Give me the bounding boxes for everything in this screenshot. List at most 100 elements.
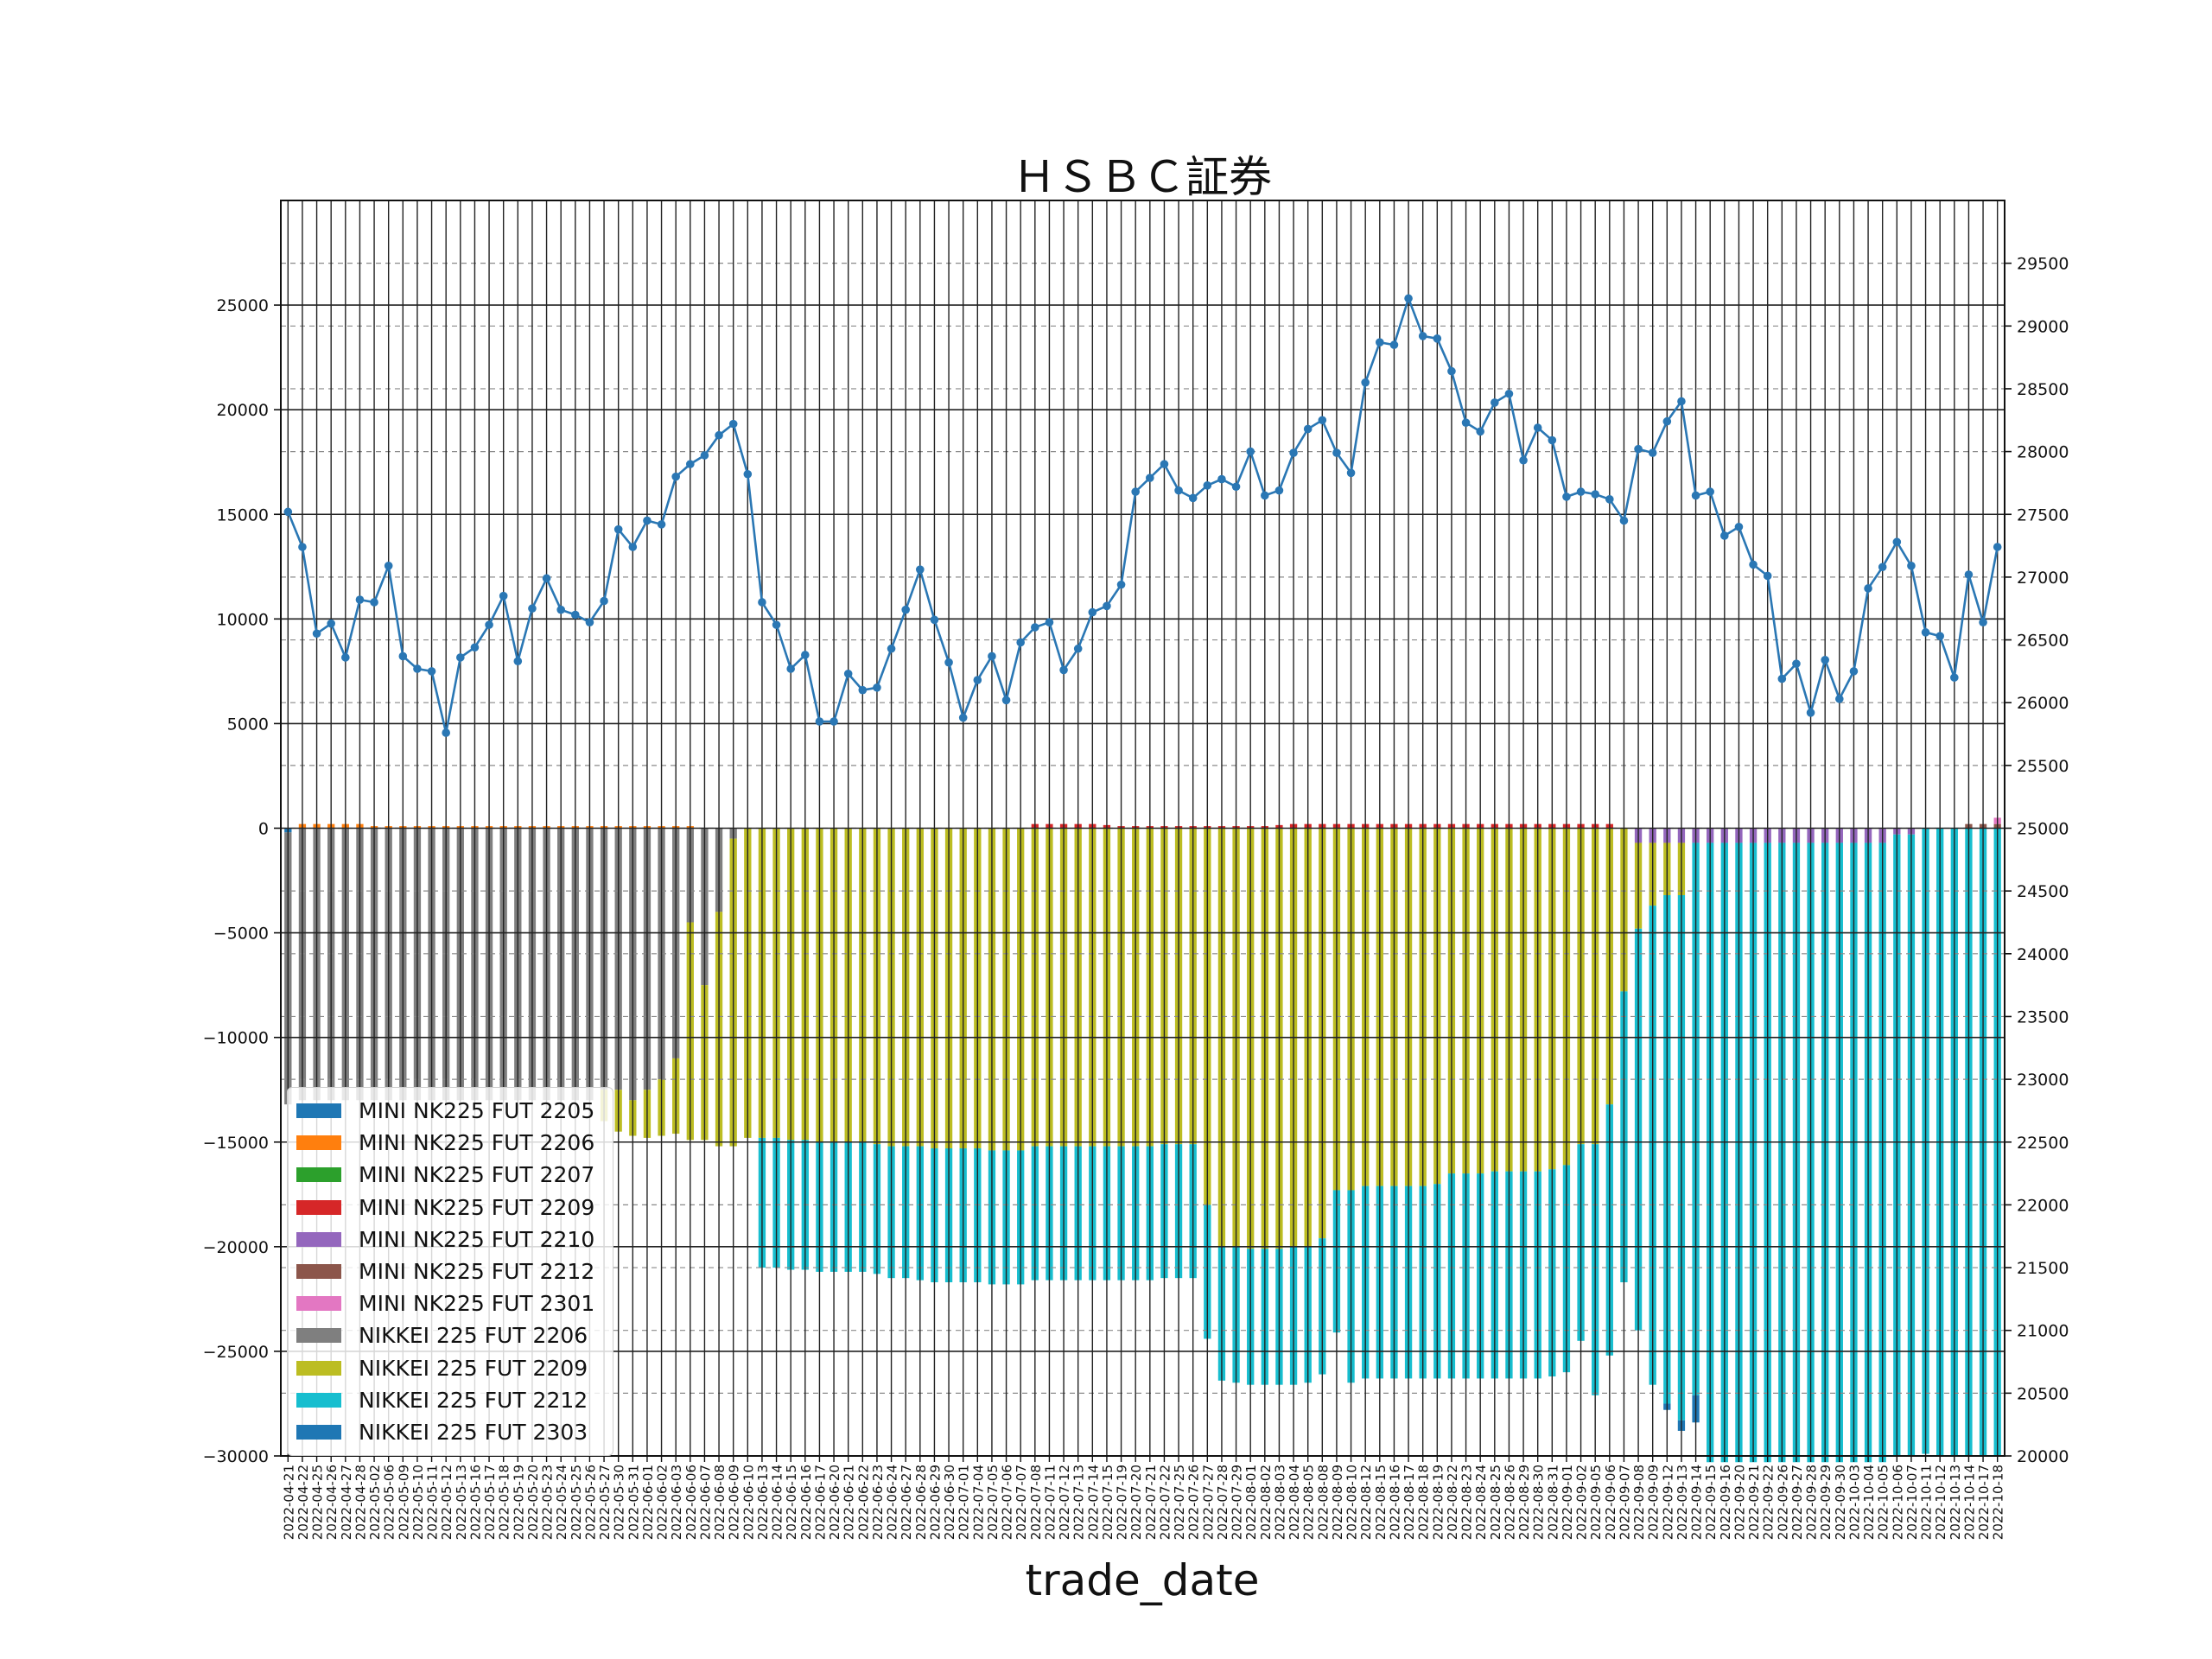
price-point-114 <box>1921 628 1930 637</box>
price-point-60 <box>1146 474 1154 482</box>
legend-label: MINI NK225 FUT 2209 <box>359 1194 595 1220</box>
price-point-13 <box>470 643 480 652</box>
x-tick-label-62: 2022-07-25 <box>1172 1465 1187 1540</box>
price-point-45 <box>930 615 939 625</box>
x-tick-label-64: 2022-07-27 <box>1200 1465 1216 1540</box>
legend-item: MINI NK225 FUT 2210 <box>296 1224 604 1255</box>
price-point-4 <box>341 653 350 662</box>
y-tick-label-7: 5000 <box>227 715 269 734</box>
x-tick-label-36: 2022-06-16 <box>798 1465 814 1540</box>
x-tick-label-60: 2022-07-21 <box>1143 1465 1159 1540</box>
price-point-38 <box>830 717 838 726</box>
price-point-39 <box>843 669 853 678</box>
x-tick-label-84: 2022-08-25 <box>1488 1465 1503 1540</box>
y-tick-label-6: 0 <box>258 820 269 839</box>
x-tick-label-118: 2022-10-17 <box>1976 1465 1992 1540</box>
legend-label: NIKKEI 225 FUT 2212 <box>359 1387 588 1413</box>
price-point-8 <box>398 652 408 661</box>
x-tick-label-12: 2022-05-13 <box>454 1465 469 1540</box>
legend-item: MINI NK225 FUT 2207 <box>296 1159 604 1191</box>
x-tick-label-22: 2022-05-27 <box>597 1465 613 1540</box>
price-point-73 <box>1332 448 1341 457</box>
x-tick-label-10: 2022-05-11 <box>425 1465 441 1540</box>
x-tick-label-41: 2022-06-23 <box>870 1465 886 1540</box>
x-tick-label-95: 2022-09-09 <box>1646 1465 1662 1540</box>
price-point-19 <box>556 605 565 614</box>
x-tick-label-35: 2022-06-15 <box>784 1465 799 1540</box>
x-tick-label-28: 2022-06-06 <box>683 1465 699 1540</box>
price-point-58 <box>1116 580 1126 589</box>
price-point-24 <box>628 543 638 551</box>
y2-tick-label-16: 28000 <box>2017 443 2069 462</box>
price-point-55 <box>1073 644 1083 653</box>
x-tick-label-46: 2022-06-30 <box>942 1465 957 1540</box>
price-point-94 <box>1634 444 1643 454</box>
x-tick-label-20: 2022-05-25 <box>569 1465 584 1540</box>
x-tick-label-53: 2022-07-11 <box>1042 1465 1058 1540</box>
price-point-95 <box>1648 448 1657 457</box>
price-point-101 <box>1734 522 1744 531</box>
price-point-97 <box>1677 397 1686 406</box>
x-tick-label-7: 2022-05-06 <box>382 1465 397 1540</box>
x-tick-label-68: 2022-08-02 <box>1258 1465 1274 1540</box>
x-tick-label-80: 2022-08-19 <box>1430 1465 1446 1540</box>
price-point-1 <box>298 543 307 551</box>
legend-item: NIKKEI 225 FUT 2209 <box>296 1352 604 1384</box>
price-point-107 <box>1821 655 1829 664</box>
price-point-14 <box>485 620 493 629</box>
price-point-80 <box>1433 334 1442 343</box>
x-tick-label-25: 2022-06-01 <box>640 1465 656 1540</box>
price-point-12 <box>456 653 465 662</box>
x-tick-label-58: 2022-07-19 <box>1115 1465 1130 1540</box>
price-point-30 <box>715 430 723 440</box>
price-point-61 <box>1160 460 1169 468</box>
price-point-89 <box>1562 493 1571 501</box>
x-tick-label-39: 2022-06-21 <box>842 1465 857 1540</box>
x-tick-label-23: 2022-05-30 <box>612 1465 627 1540</box>
price-point-36 <box>801 651 810 659</box>
y2-tick-label-0: 20000 <box>2017 1447 2069 1466</box>
price-point-35 <box>786 664 795 673</box>
x-tick-label-75: 2022-08-12 <box>1358 1465 1374 1540</box>
price-point-71 <box>1303 424 1313 434</box>
y2-tick-label-11: 25500 <box>2017 757 2069 776</box>
x-tick-label-103: 2022-09-22 <box>1761 1465 1777 1540</box>
x-tick-label-100: 2022-09-16 <box>1718 1465 1733 1540</box>
legend-swatch <box>296 1199 341 1215</box>
legend-label: MINI NK225 FUT 2206 <box>359 1130 595 1156</box>
legend-label: MINI NK225 FUT 2301 <box>359 1291 595 1317</box>
price-point-119 <box>1993 543 2002 551</box>
price-point-16 <box>513 657 523 666</box>
x-tick-label-65: 2022-07-28 <box>1215 1465 1230 1540</box>
price-point-32 <box>743 469 753 479</box>
y-tick-label-4: −10000 <box>203 1029 269 1048</box>
y2-tick-label-4: 22000 <box>2017 1196 2069 1215</box>
price-point-3 <box>327 619 335 628</box>
price-point-26 <box>657 520 666 529</box>
x-tick-label-33: 2022-06-13 <box>755 1465 771 1540</box>
price-point-34 <box>772 620 781 629</box>
axes-layer: −30000 −25000 −20000 −15000 −10000 −5000 0 5000… <box>203 200 2069 1540</box>
price-point-84 <box>1491 398 1499 407</box>
y2-tick-label-8: 24000 <box>2017 945 2069 964</box>
x-tick-label-83: 2022-08-24 <box>1473 1465 1489 1540</box>
x-tick-label-76: 2022-08-15 <box>1373 1465 1389 1540</box>
y2-tick-label-18: 29000 <box>2017 317 2069 336</box>
price-point-79 <box>1418 332 1427 340</box>
x-tick-label-48: 2022-07-04 <box>970 1465 986 1540</box>
x-tick-label-24: 2022-05-31 <box>626 1465 641 1540</box>
x-tick-label-69: 2022-08-03 <box>1272 1465 1287 1540</box>
price-point-25 <box>643 516 652 525</box>
price-point-111 <box>1878 563 1887 572</box>
x-tick-label-78: 2022-08-17 <box>1402 1465 1417 1540</box>
legend-label: NIKKEI 225 FUT 2206 <box>359 1323 588 1349</box>
price-point-59 <box>1131 487 1140 496</box>
price-line <box>287 295 1999 734</box>
price-point-74 <box>1346 468 1356 478</box>
x-tick-label-73: 2022-08-09 <box>1330 1465 1345 1540</box>
x-tick-label-59: 2022-07-20 <box>1128 1465 1144 1540</box>
legend: MINI NK225 FUT 2205 MINI NK225 FUT 2206 MI… <box>287 1087 613 1457</box>
x-tick-label-30: 2022-06-08 <box>712 1465 728 1540</box>
price-point-70 <box>1289 448 1298 457</box>
x-tick-label-3: 2022-04-26 <box>324 1465 340 1540</box>
